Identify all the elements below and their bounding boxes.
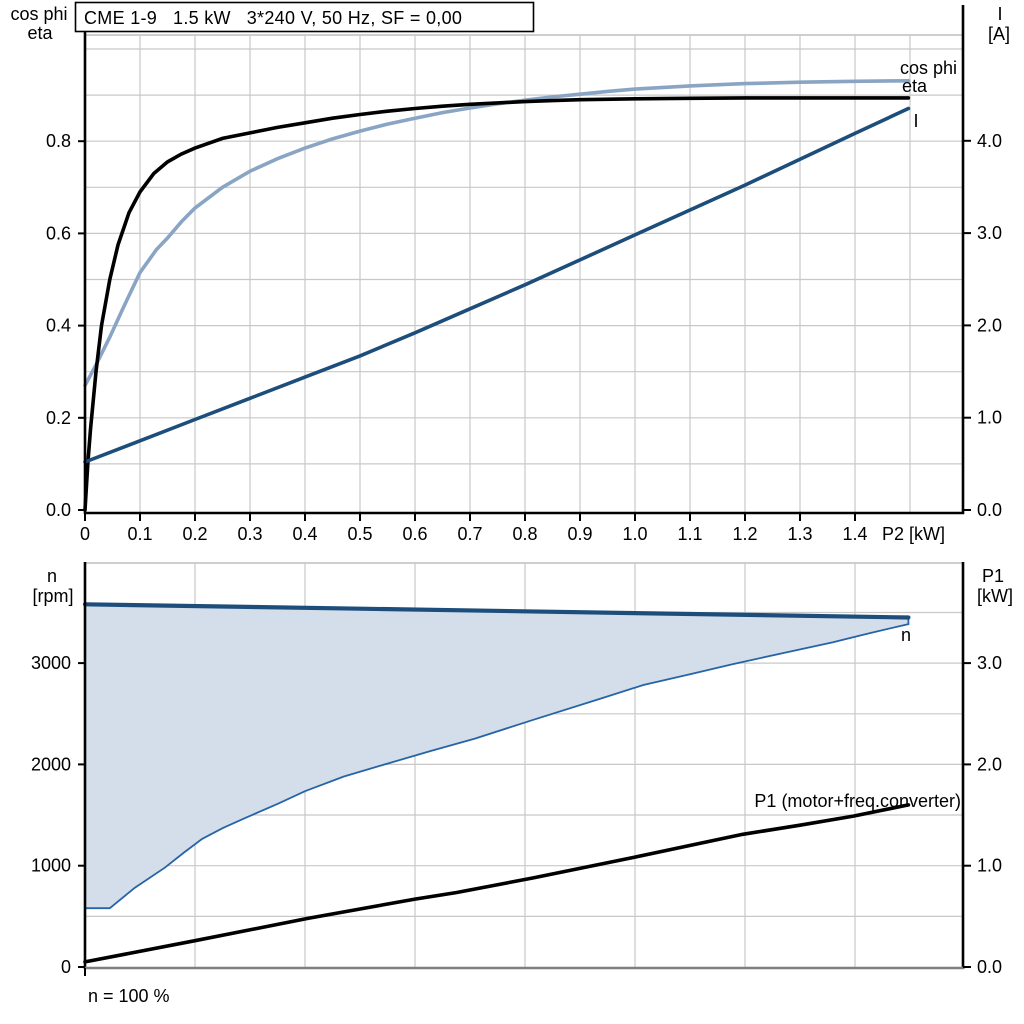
top-x-tick-label: 0.1 bbox=[127, 524, 152, 544]
top-yright-tick-label: 1.0 bbox=[977, 408, 1002, 428]
cos-phi-curve-label: cos phi bbox=[900, 58, 957, 78]
bottom-yright-tick-label: 0.0 bbox=[977, 957, 1002, 977]
top-yleft-tick-label: 0.2 bbox=[46, 408, 71, 428]
chart-title: CME 1-9 1.5 kW 3*240 V, 50 Hz, SF = 0,00 bbox=[84, 8, 462, 28]
top-x-tick-label: 1.3 bbox=[787, 524, 812, 544]
top-yleft-tick-label: 0.6 bbox=[46, 223, 71, 243]
bottom-yleft-axis-title-line2: [rpm] bbox=[32, 586, 73, 606]
speed-band-area bbox=[85, 604, 909, 909]
n-max-curve bbox=[82, 602, 911, 620]
bottom-yright-axis-title-line1: P1 bbox=[982, 566, 1004, 586]
top-yleft-tick-label: 0.4 bbox=[46, 316, 71, 336]
eta-curve bbox=[83, 96, 911, 512]
eta-curve-label: eta bbox=[902, 76, 928, 96]
bottom-yright-axis-title-line2: [kW] bbox=[977, 586, 1013, 606]
top-yright-tick-label: 0.0 bbox=[977, 500, 1002, 520]
top-x-tick-label: 0.8 bbox=[512, 524, 537, 544]
current-curve-label: I bbox=[913, 111, 918, 131]
top-yright-tick-label: 3.0 bbox=[977, 223, 1002, 243]
current-curve bbox=[83, 106, 911, 464]
top-x-tick-label: 1.1 bbox=[677, 524, 702, 544]
top-yleft-tick-label: 0.0 bbox=[46, 500, 71, 520]
top-x-tick-label: 0.9 bbox=[567, 524, 592, 544]
top-x-tick-label: 0.5 bbox=[347, 524, 372, 544]
top-x-tick-label: 0.3 bbox=[237, 524, 262, 544]
top-x-tick-label: 1.2 bbox=[732, 524, 757, 544]
top-yright-tick-label: 4.0 bbox=[977, 131, 1002, 151]
top-x-axis-label: P2 [kW] bbox=[882, 524, 945, 544]
top-yleft-axis-title-line2: eta bbox=[27, 23, 53, 43]
top-x-tick-label: 1.0 bbox=[622, 524, 647, 544]
n-min-curve bbox=[85, 617, 910, 910]
bottom-yleft-tick-label: 0 bbox=[61, 957, 71, 977]
top-x-tick-label: 0.7 bbox=[457, 524, 482, 544]
top-x-tick-label: 0.2 bbox=[182, 524, 207, 544]
bottom-yright-tick-label: 3.0 bbox=[977, 653, 1002, 673]
top-x-tick-label: 0 bbox=[80, 524, 90, 544]
p1-curve-label: P1 (motor+freq.converter) bbox=[754, 791, 961, 811]
bottom-yright-tick-label: 2.0 bbox=[977, 754, 1002, 774]
top-x-tick-label: 1.4 bbox=[842, 524, 867, 544]
top-yright-tick-label: 2.0 bbox=[977, 315, 1002, 335]
p1-curve bbox=[83, 803, 911, 964]
cos-phi-curve bbox=[83, 79, 911, 388]
bottom-yleft-tick-label: 1000 bbox=[31, 856, 71, 876]
top-yright-axis-title-line1: I bbox=[997, 4, 1002, 24]
speed-footnote: n = 100 % bbox=[88, 986, 170, 1006]
bottom-yleft-tick-label: 3000 bbox=[31, 653, 71, 673]
chart-title-box bbox=[74, 1, 535, 33]
top-yleft-axis-title-line1: cos phi bbox=[10, 4, 67, 24]
bottom-yright-tick-label: 1.0 bbox=[977, 856, 1002, 876]
bottom-yleft-tick-label: 2000 bbox=[31, 754, 71, 774]
top-x-tick-label: 0.4 bbox=[292, 524, 317, 544]
top-yleft-tick-label: 0.8 bbox=[46, 131, 71, 151]
bottom-yleft-axis-title-line1: n bbox=[47, 566, 57, 586]
top-x-tick-label: 0.6 bbox=[402, 524, 427, 544]
n-curve-label: n bbox=[901, 625, 911, 645]
top-yright-axis-title-line2: [A] bbox=[988, 24, 1010, 44]
